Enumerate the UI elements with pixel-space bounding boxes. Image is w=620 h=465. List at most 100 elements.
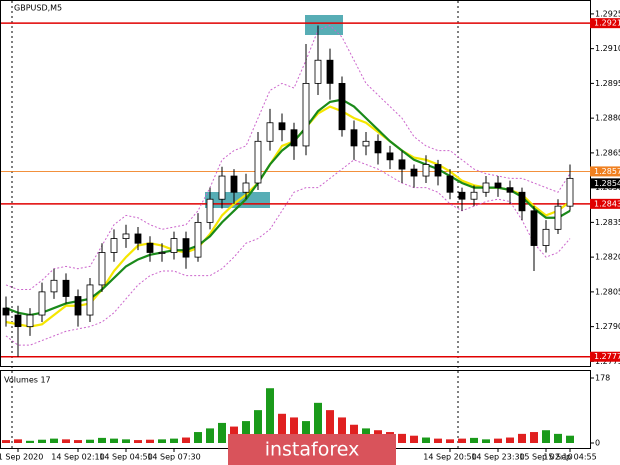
ask-label: 1.2857 (594, 167, 620, 176)
volume-bar (458, 438, 466, 443)
candle-body (182, 238, 190, 258)
x-tick-label: 15 Sep 02:10 (519, 453, 572, 462)
volume-bar (74, 440, 82, 443)
candle-body (14, 314, 22, 328)
candle-body (314, 59, 322, 84)
x-tick-label: 14 Sep 07:30 (147, 453, 200, 462)
candle-body (206, 198, 214, 223)
candle-body (566, 177, 574, 207)
volume-bar (278, 413, 286, 443)
volume-bar (302, 421, 310, 443)
volume-bar (170, 438, 178, 443)
volume-bar (554, 433, 562, 443)
volume-bar (314, 402, 322, 443)
volume-bar (290, 417, 298, 443)
volume-bar (26, 440, 34, 443)
candle-body (422, 164, 430, 177)
y-tick-label: 1.2835 (595, 218, 620, 227)
chart-title: GBPUSD,M5 (14, 4, 62, 13)
candle-body (86, 284, 94, 316)
candle-body (374, 140, 382, 154)
y-tick-label: 1.2925 (595, 9, 620, 18)
y-tick-label: 1.2805 (595, 287, 620, 296)
volume-bar (338, 417, 346, 443)
last-price-label: 1.2854 (594, 179, 620, 188)
level-label: 1.2843 (594, 199, 620, 208)
candle-body (230, 175, 238, 193)
volume-bar (254, 410, 262, 443)
volume-bar (494, 438, 502, 443)
y-tick-label: 1.2910 (595, 44, 620, 53)
candle-body (134, 233, 142, 244)
volume-bar (38, 439, 46, 443)
last-price-bg (590, 178, 620, 189)
candle-body (554, 205, 562, 230)
y-tick-label: 1.2865 (595, 148, 620, 157)
volume-bar (146, 439, 154, 443)
volume-bar (350, 424, 358, 443)
watermark-bg (228, 434, 396, 465)
level-label: 1.2777 (594, 352, 620, 361)
candle-body (326, 59, 334, 84)
overlay-line (5, 24, 571, 291)
candle-body (146, 242, 154, 253)
plot: 1.29251.29101.28951.28801.28651.28501.28… (0, 9, 620, 462)
candle-body (338, 82, 346, 131)
level-label-bg (590, 198, 620, 209)
candle-body (26, 314, 34, 328)
volume-bar (326, 410, 334, 443)
volume-bar (530, 432, 538, 443)
candle-body (158, 252, 166, 254)
candle-body (494, 182, 502, 189)
candle-body (446, 175, 454, 193)
volume-bar (98, 437, 106, 443)
x-tick-label: 14 Sep 23:30 (471, 453, 524, 462)
candle-body (398, 159, 406, 170)
level-label-bg (590, 18, 620, 29)
candle-body (302, 82, 310, 147)
volume-bar (482, 439, 490, 443)
candle-body (170, 238, 178, 253)
volume-bar (158, 439, 166, 443)
candle-body (122, 233, 130, 239)
volume-bar (110, 438, 118, 443)
watermark: instaforex (265, 439, 360, 461)
volume-bar (86, 439, 94, 443)
candle-body (110, 238, 118, 253)
highlight-zone (305, 15, 343, 35)
candle-body (362, 140, 370, 147)
candle-body (350, 129, 358, 147)
candle-body (218, 175, 226, 200)
candle-body (98, 252, 106, 286)
candle-body (482, 182, 490, 193)
level-label-bg (590, 351, 620, 362)
volume-bar (218, 422, 226, 443)
x-tick-label: 14 Sep 02:10 (51, 453, 104, 462)
y2-tick-label: 0 (595, 439, 600, 448)
candle-body (38, 291, 46, 316)
candle-body (2, 307, 10, 316)
candle-body (266, 122, 274, 142)
ask-label-bg (590, 166, 620, 177)
volume-bar (266, 388, 274, 443)
volume-bar (470, 437, 478, 443)
candle-body (194, 221, 202, 258)
volume-bar (182, 437, 190, 443)
candle-body (290, 129, 298, 147)
x-tick-label: 11 Sep 2020 (0, 453, 43, 462)
x-tick-label: 14 Sep 20:50 (423, 453, 476, 462)
volume-bar (518, 433, 526, 443)
volume-bar (410, 435, 418, 443)
volume-bar (542, 430, 550, 443)
x-tick-label: 15 Sep 04:55 (543, 453, 596, 462)
y2-tick-label: 178 (595, 374, 610, 383)
candle-body (242, 182, 250, 193)
candle-body (470, 191, 478, 200)
candle-body (518, 191, 526, 212)
volume-bar (134, 440, 142, 443)
volume-bar (434, 438, 442, 443)
volume-bar (50, 438, 58, 443)
volume-bar (446, 439, 454, 443)
x-tick-label: 14 Sep 04:50 (99, 453, 152, 462)
